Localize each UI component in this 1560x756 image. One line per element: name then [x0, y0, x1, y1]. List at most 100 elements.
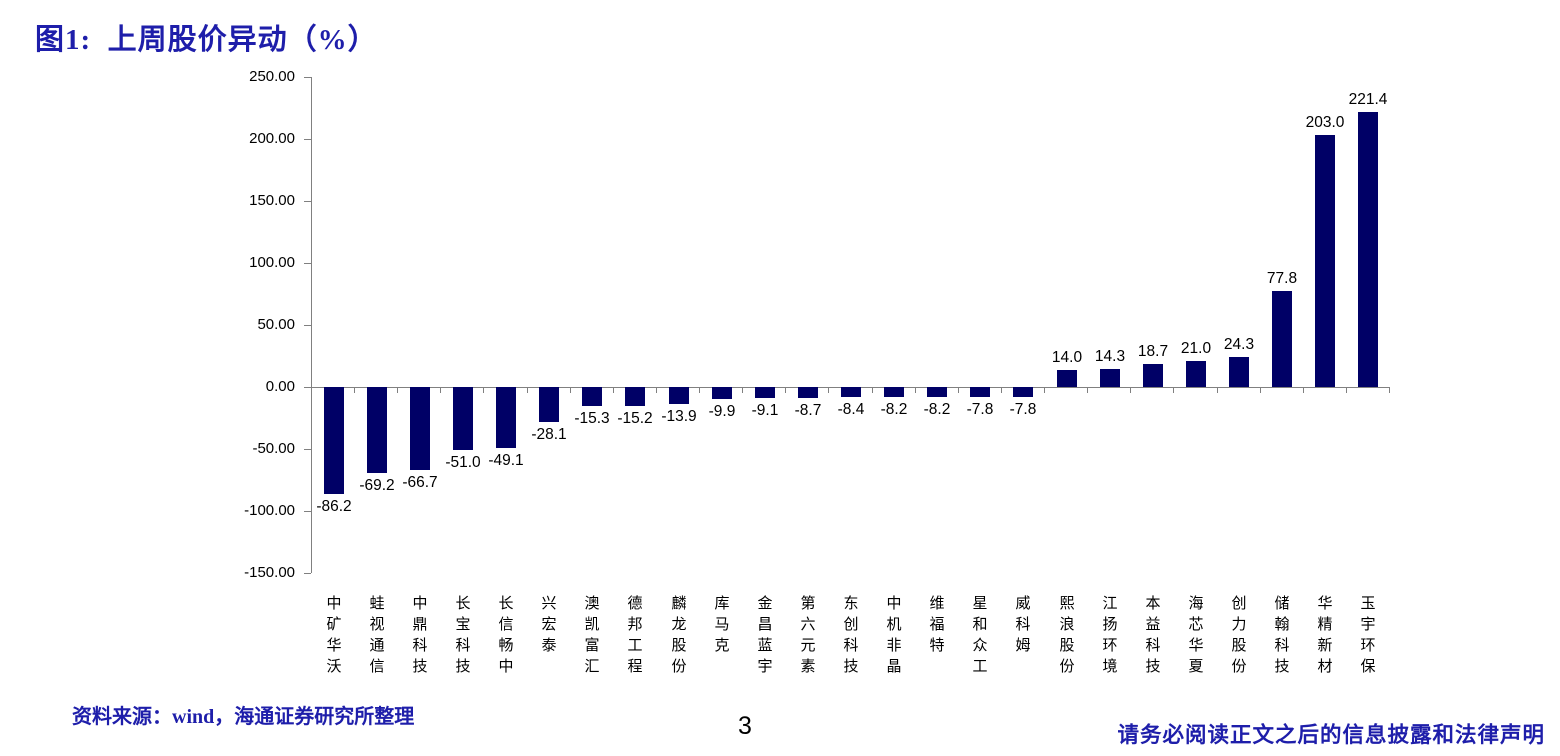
- x-tick: [1217, 387, 1218, 393]
- bar: [625, 387, 645, 406]
- x-tick: [1389, 387, 1390, 393]
- y-tick: [304, 201, 311, 202]
- bar-value-label: 24.3: [1223, 336, 1255, 353]
- x-axis-label: 海芯华夏: [1188, 596, 1204, 675]
- bar-value-label: 14.3: [1094, 348, 1126, 365]
- bar-value-label: -69.2: [359, 477, 395, 494]
- x-axis-label: 中矿华沃: [326, 596, 342, 675]
- bar-value-label: -8.7: [794, 402, 822, 419]
- bar-value-label: 203.0: [1305, 114, 1345, 131]
- bar: [496, 387, 516, 448]
- x-axis-label: 维福特: [929, 596, 945, 654]
- x-axis-label: 东创科技: [843, 596, 859, 675]
- bar-value-label: 14.0: [1051, 349, 1083, 366]
- x-axis-label: 储翰科技: [1274, 596, 1290, 675]
- bar: [453, 387, 473, 450]
- y-axis-label: 100.00: [249, 254, 295, 271]
- bar-value-label: 221.4: [1348, 91, 1388, 108]
- x-tick: [656, 387, 657, 393]
- x-axis-label: 熙浪股份: [1059, 596, 1075, 675]
- x-tick: [1260, 387, 1261, 393]
- bar: [1143, 364, 1163, 387]
- x-axis-label: 威科姆: [1015, 596, 1031, 654]
- bar-value-label: 21.0: [1180, 340, 1212, 357]
- bar-value-label: -51.0: [445, 454, 481, 471]
- x-tick: [311, 387, 312, 393]
- y-axis-label: 200.00: [249, 130, 295, 147]
- x-tick: [613, 387, 614, 393]
- x-tick: [958, 387, 959, 393]
- x-tick: [742, 387, 743, 393]
- x-axis-label: 本益科技: [1145, 596, 1161, 675]
- bar-value-label: -8.2: [923, 401, 951, 418]
- bar-value-label: -8.2: [880, 401, 908, 418]
- x-axis-label: 长信畅中: [498, 596, 514, 675]
- x-tick: [1130, 387, 1131, 393]
- x-axis-label: 金昌蓝宇: [757, 596, 773, 675]
- x-axis-label: 澳凯富汇: [584, 596, 600, 675]
- chart-title: 图1: 上周股价异动（%）: [35, 24, 378, 56]
- x-tick: [1044, 387, 1045, 393]
- bar: [1272, 291, 1292, 387]
- bar: [324, 387, 344, 494]
- page-number: 3: [738, 712, 752, 740]
- x-axis-label: 星和众工: [972, 596, 988, 675]
- x-axis-label: 长宝科技: [455, 596, 471, 675]
- x-tick: [440, 387, 441, 393]
- bar: [1229, 357, 1249, 387]
- x-tick: [1173, 387, 1174, 393]
- x-axis-label: 第六元素: [800, 596, 816, 675]
- bar: [539, 387, 559, 422]
- bar-value-label: -66.7: [402, 474, 438, 491]
- bar-value-label: 77.8: [1266, 270, 1298, 287]
- bar: [367, 387, 387, 473]
- x-tick: [1087, 387, 1088, 393]
- bar: [1186, 361, 1206, 387]
- y-axis-line: [311, 77, 312, 573]
- bar-value-label: -9.1: [751, 402, 779, 419]
- bar: [410, 387, 430, 470]
- y-tick: [304, 139, 311, 140]
- y-axis-label: 0.00: [265, 378, 295, 395]
- x-tick: [785, 387, 786, 393]
- y-tick: [304, 325, 311, 326]
- y-tick: [304, 387, 311, 388]
- x-axis-label: 德邦工程: [627, 596, 643, 675]
- y-axis-label: -150.00: [244, 564, 295, 581]
- bar-value-label: -7.8: [1009, 401, 1037, 418]
- bar: [841, 387, 861, 397]
- source-note: 资料来源：wind，海通证券研究所整理: [72, 706, 415, 728]
- bar-value-label: -13.9: [661, 408, 697, 425]
- x-tick: [1346, 387, 1347, 393]
- bar: [712, 387, 732, 399]
- x-tick: [1303, 387, 1304, 393]
- y-axis-label: -50.00: [252, 440, 295, 457]
- y-axis-label: 150.00: [249, 192, 295, 209]
- y-tick: [304, 77, 311, 78]
- x-tick: [570, 387, 571, 393]
- bar-chart: 250.00 200.00 150.00 100.00 50.00 0.00 -50.00 -…: [244, 68, 1390, 675]
- x-tick: [828, 387, 829, 393]
- y-tick: [304, 263, 311, 264]
- y-tick: [304, 573, 311, 574]
- disclaimer: 请务必阅读正文之后的信息披露和法律声明: [1117, 723, 1545, 747]
- x-tick: [699, 387, 700, 393]
- bar: [1315, 135, 1335, 387]
- bar-value-label: -15.2: [617, 410, 653, 427]
- x-axis-label: 江扬环境: [1102, 596, 1118, 675]
- x-tick: [872, 387, 873, 393]
- x-axis-label: 麟龙股份: [671, 596, 687, 675]
- bar-value-label: -8.4: [837, 401, 865, 418]
- x-axis-label: 兴宏泰: [541, 596, 557, 654]
- bar-value-label: -86.2: [316, 498, 352, 515]
- bar: [798, 387, 818, 398]
- bar-value-label: -7.8: [966, 401, 994, 418]
- x-axis-label: 中鼎科技: [412, 596, 428, 675]
- x-axis-label: 中机非晶: [886, 596, 902, 675]
- y-axis-label: 50.00: [257, 316, 295, 333]
- x-tick: [354, 387, 355, 393]
- x-axis-label: 玉宇环保: [1360, 596, 1376, 675]
- x-tick: [397, 387, 398, 393]
- bar-value-label: -28.1: [531, 426, 567, 443]
